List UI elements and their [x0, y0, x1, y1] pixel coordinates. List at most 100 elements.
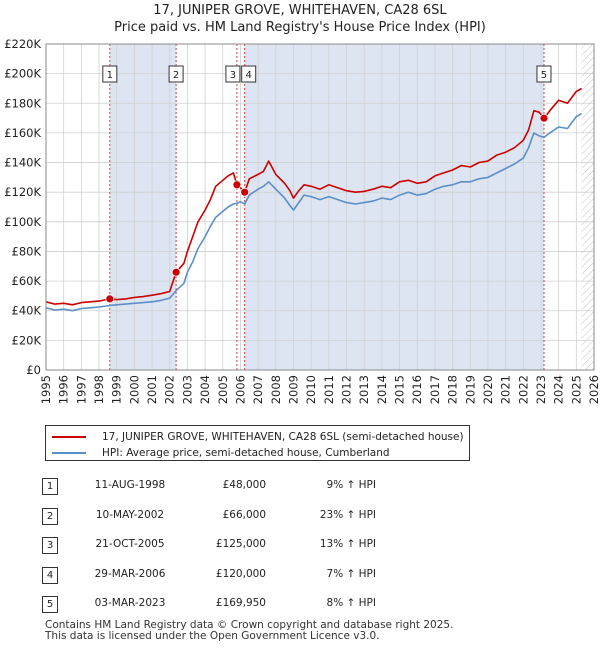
row-price: £125,000 [215, 538, 266, 550]
x-tick-label: 1997 [74, 375, 88, 404]
row-date: 11-AUG-1998 [94, 479, 166, 491]
table-row: 3 21-OCT-2005 £125,000 13% ↑ HPI [40, 537, 440, 555]
x-tick-label: 2004 [198, 375, 212, 404]
y-tick-label: £180K [4, 96, 41, 110]
footer-copyright: Contains HM Land Registry data © Crown c… [45, 619, 454, 631]
sale-number-label: 2 [173, 70, 179, 81]
x-tick-label: 2013 [357, 375, 371, 404]
table-row: 2 10-MAY-2002 £66,000 23% ↑ HPI [40, 508, 440, 526]
x-tick-label: 2021 [499, 375, 513, 404]
x-tick-label: 2026 [587, 375, 600, 404]
row-date: 10-MAY-2002 [95, 509, 165, 521]
x-tick-label: 2017 [428, 375, 442, 404]
x-tick-label: 1996 [57, 375, 71, 404]
y-tick-label: £120K [4, 185, 41, 199]
x-tick-label: 2002 [163, 375, 177, 404]
legend-line-hpi [52, 452, 86, 454]
forecast-hatch [581, 44, 594, 370]
y-tick-label: £80K [12, 244, 42, 258]
sale-point [105, 294, 115, 304]
sale-number-label: 4 [246, 70, 252, 81]
ownership-band [109, 44, 177, 370]
y-tick-label: £20K [12, 333, 42, 347]
x-tick-label: 2009 [286, 375, 300, 404]
x-tick-label: 2000 [127, 375, 141, 404]
x-tick-label: 2011 [322, 375, 336, 404]
y-tick-label: £220K [4, 37, 41, 51]
x-tick-label: 2025 [569, 375, 583, 404]
x-tick-label: 2012 [340, 375, 354, 404]
x-tick-label: 2022 [516, 375, 530, 404]
x-tick-label: 2006 [233, 375, 247, 404]
row-price: £66,000 [222, 509, 266, 521]
x-tick-label: 2020 [481, 375, 495, 404]
x-tick-label: 2014 [375, 375, 389, 404]
row-number-badge: 1 [42, 478, 58, 495]
sale-point [232, 180, 242, 190]
row-hpi: 7% ↑ HPI [326, 568, 376, 580]
y-tick-label: £40K [12, 304, 42, 318]
row-number-badge: 2 [42, 508, 58, 525]
x-tick-label: 2007 [251, 375, 265, 404]
y-tick-label: £160K [4, 126, 41, 140]
x-tick-label: 2015 [393, 375, 407, 404]
chart-subtitle: Price paid vs. HM Land Registry's House … [114, 20, 486, 35]
sale-number-label: 5 [541, 70, 547, 81]
hpi-line [45, 112, 582, 312]
chart-legend: 17, JUNIPER GROVE, WHITEHAVEN, CA28 6SL … [45, 425, 470, 461]
legend-label-property: 17, JUNIPER GROVE, WHITEHAVEN, CA28 6SL … [102, 431, 464, 443]
y-tick-label: £0 [26, 363, 41, 377]
table-row: 4 29-MAR-2006 £120,000 7% ↑ HPI [40, 567, 440, 585]
sale-point [171, 267, 181, 277]
x-tick-label: 2019 [463, 375, 477, 404]
row-date: 21-OCT-2005 [95, 538, 165, 550]
sale-number-box [241, 65, 257, 83]
footer-attribution: Contains HM Land Registry data © Crown c… [45, 620, 453, 642]
x-tick-label: 2010 [304, 375, 318, 404]
row-price: £169,950 [215, 597, 266, 609]
x-tick-label: 2001 [145, 375, 159, 404]
sale-number-box [102, 65, 118, 83]
x-tick-label: 2024 [552, 375, 566, 404]
table-row: 1 11-AUG-1998 £48,000 9% ↑ HPI [40, 478, 440, 496]
x-tick-label: 1998 [92, 375, 106, 404]
x-tick-label: 1999 [110, 375, 124, 404]
y-tick-label: £100K [4, 215, 41, 229]
sale-number-label: 1 [107, 70, 113, 81]
x-tick-label: 2018 [446, 375, 460, 404]
y-tick-label: £200K [4, 67, 41, 81]
x-tick-label: 1995 [39, 375, 53, 404]
row-number-badge: 5 [42, 596, 58, 613]
x-tick-label: 2016 [410, 375, 424, 404]
row-date: 29-MAR-2006 [94, 568, 166, 580]
row-hpi: 23% ↑ HPI [319, 509, 376, 521]
sale-number-box [536, 65, 552, 83]
sale-number-label: 3 [230, 70, 236, 81]
row-date: 03-MAR-2023 [94, 597, 166, 609]
ownership-band [244, 44, 544, 370]
sale-number-box [168, 65, 184, 83]
sale-point [539, 113, 549, 123]
sale-point [240, 187, 250, 197]
row-number-badge: 4 [42, 567, 58, 584]
chart-title-block: 17, JUNIPER GROVE, WHITEHAVEN, CA28 6SL … [0, 2, 600, 36]
y-tick-label: £60K [12, 274, 42, 288]
table-row: 5 03-MAR-2023 £169,950 8% ↑ HPI [40, 596, 440, 614]
x-tick-label: 2023 [534, 375, 548, 404]
row-price: £120,000 [215, 568, 266, 580]
plot-frame [45, 43, 595, 371]
legend-item-hpi: HPI: Average price, semi-detached house,… [52, 445, 390, 461]
legend-line-property [52, 436, 86, 438]
row-number-badge: 3 [42, 537, 58, 554]
legend-label-hpi: HPI: Average price, semi-detached house,… [102, 447, 390, 459]
sale-number-box [225, 65, 241, 83]
y-tick-label: £140K [4, 156, 41, 170]
row-hpi: 8% ↑ HPI [326, 597, 376, 609]
row-hpi: 13% ↑ HPI [319, 538, 376, 550]
x-tick-label: 2005 [216, 375, 230, 404]
footer-licence: This data is licensed under the Open Gov… [45, 630, 380, 642]
legend-item-property: 17, JUNIPER GROVE, WHITEHAVEN, CA28 6SL … [52, 429, 464, 445]
property-price-line [45, 87, 582, 306]
x-tick-label: 2003 [180, 375, 194, 404]
